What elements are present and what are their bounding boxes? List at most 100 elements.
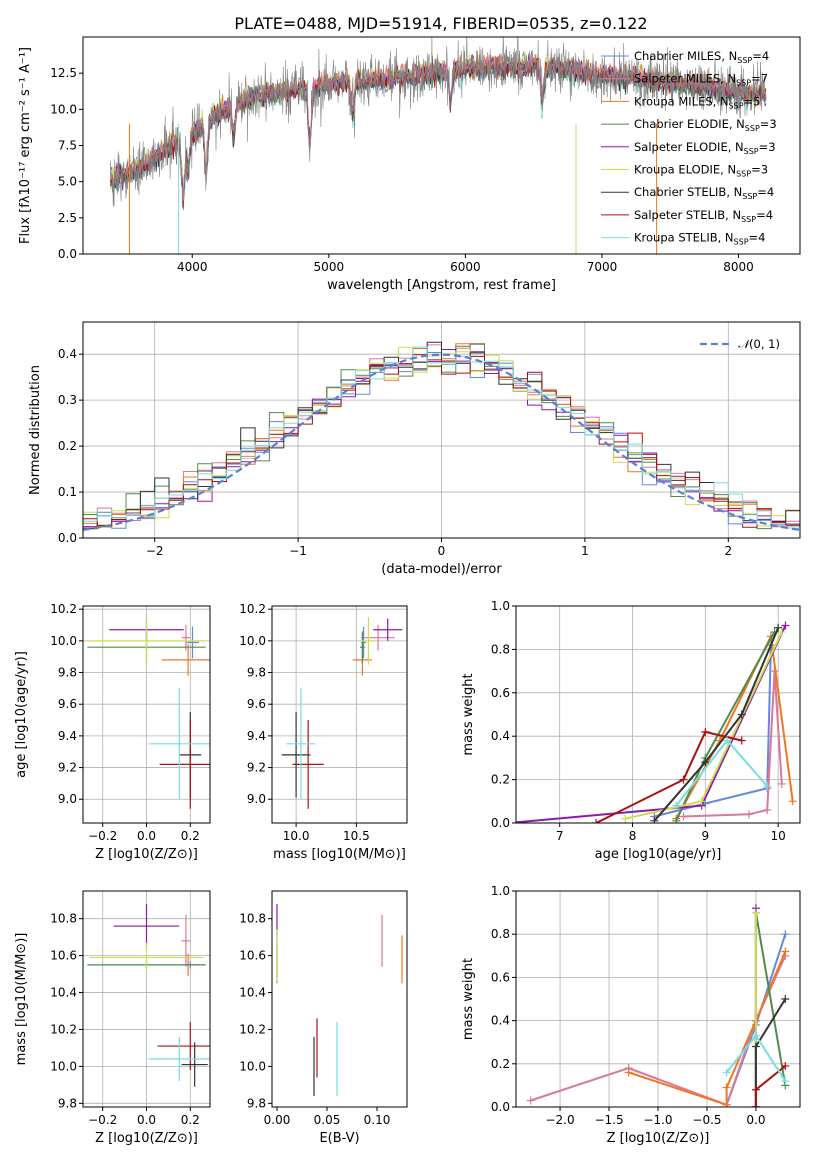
y-tick-label: 0.2 [491,1057,510,1071]
weight-line [754,1065,786,1107]
x-tick-label: −1.0 [643,1113,672,1127]
legend-label: Kroupa ELODIE, NSSP=3 [634,163,768,179]
legend-label: Kroupa STELIB, NSSP=4 [634,231,765,247]
weight-marker [526,1096,535,1105]
weight-marker [781,995,790,1003]
legend-label-count: =3 [760,117,777,131]
x-tick-label: 10.0 [283,829,310,843]
legend-label-name: Salpeter STELIB, N [634,208,741,222]
y-tick-label: 0.0 [58,247,77,261]
figure-title: PLATE=0488, MJD=51914, FIBERID=0535, z=0… [234,14,647,33]
x-axis-label: Z [log10(Z/Z⊙)] [95,847,198,862]
axes-frame [515,890,801,1108]
axes-frame [515,605,801,824]
weight-marker [737,736,746,745]
legend-label-count: =3 [759,140,776,154]
y-tick-label: 9.2 [247,761,266,775]
x-tick-label: 9 [702,829,710,843]
y-tick-label: 10.2 [50,602,77,616]
axes-frame [271,605,408,824]
legend-label-name: Chabrier STELIB, N [634,185,742,199]
y-tick-label: 10.0 [239,634,266,648]
legend-label: Salpeter MILES, NSSP=7 [634,72,768,88]
x-tick-label: 0.00 [264,1113,291,1127]
legend-label-count: =5 [744,94,761,108]
weight-marker [701,758,710,767]
weight-marker [751,1031,760,1040]
y-tick-label: 0.0 [58,531,77,545]
x-tick-label: 1 [581,544,589,558]
histogram-step [83,346,800,529]
error-bars [281,617,403,809]
y-tick-label: 10.0 [50,634,77,648]
y-tick-label: 10.0 [239,1059,266,1073]
legend-label-count: =3 [751,163,768,177]
weight-marker [672,816,681,823]
y-axis-label: mass weight [461,958,476,1040]
weight-marker [774,623,783,632]
weight-marker [745,810,754,819]
x-axis-label: Z [log10(Z/Z⊙)] [607,1131,710,1146]
error-bars [87,617,210,809]
x-tick-label: 0.10 [364,1113,391,1127]
weight-line [754,998,787,1107]
y-tick-label: 9.6 [247,697,266,711]
weight-lines [516,621,797,823]
weight-line [595,730,742,823]
legend-label-name: Kroupa MILES, N [634,94,729,108]
y-tick-label: 10.6 [239,949,266,963]
weight-marker [777,628,786,637]
y-tick-label: 10.0 [50,1059,77,1073]
x-tick-label: −2 [146,544,164,558]
y-tick-label: 9.4 [247,729,266,743]
y-tick-label: 10.0 [50,102,77,116]
legend-label-sub: SSP [736,170,751,179]
weight-marker [763,782,772,791]
y-tick-label: 9.8 [247,666,266,680]
legend-label-name: Chabrier ELODIE, N [634,117,745,131]
legend-label-params: (0, 1) [749,337,780,351]
y-tick-label: 2.5 [58,211,77,225]
weight-marker [751,1085,760,1094]
y-tick-label: 0.4 [58,347,77,361]
y-tick-label: 1.0 [491,884,510,898]
y-tick-label: 0.2 [58,439,77,453]
x-tick-label: 8 [629,829,637,843]
y-tick-label: 9.0 [58,792,77,806]
legend-label-sub: SSP [736,79,751,88]
axes-frame [82,605,211,824]
legend-label-name: Salpeter MILES, N [634,72,736,86]
y-tick-label: 10.6 [50,949,77,963]
legend-label-sub: SSP [744,147,759,156]
x-axis-label: E(B-V) [319,1131,359,1146]
legend-label: Chabrier MILES, NSSP=4 [634,49,769,65]
y-tick-label: 9.2 [58,761,77,775]
x-tick-label: 7 [556,829,564,843]
legend-label: Chabrier ELODIE, NSSP=3 [634,117,777,133]
legend-label: Chabrier STELIB, NSSP=4 [634,185,774,201]
axes-frame [82,321,801,539]
weight-marker [763,805,772,814]
y-tick-label: 0.6 [491,970,510,984]
weight-marker [788,797,797,806]
residual-histogram-panel: −2 −1 0 1 2 0.0 0.1 0.2 0.3 0.4 (data-model)/error… [28,321,801,577]
histogram-lines [83,341,800,531]
weight-marker [781,930,790,939]
legend-label-count: =4 [752,49,769,63]
x-tick-label: −1 [289,544,307,558]
age-vs-mass-panel: 10.0 10.5 9.0 9.2 9.4 9.6 9.8 10.0 10.2 mass [log… [239,602,408,862]
observed-spectrum-line [110,37,767,211]
x-tick-label: 5000 [314,260,345,274]
y-tick-label: 0.1 [58,485,77,499]
weight-marker [672,801,681,810]
y-tick-label: 1.0 [491,599,510,613]
y-tick-label: 10.4 [239,986,266,1000]
weight-line [654,645,772,818]
legend-label-sub: SSP [741,215,756,224]
y-tick-label: 0.4 [491,729,510,743]
axes-frame [82,36,801,255]
histogram-step [83,341,800,530]
weight-marker [697,797,706,806]
legend-label: 𝒩(0, 1) [738,337,780,351]
weight-marker [781,1077,790,1086]
